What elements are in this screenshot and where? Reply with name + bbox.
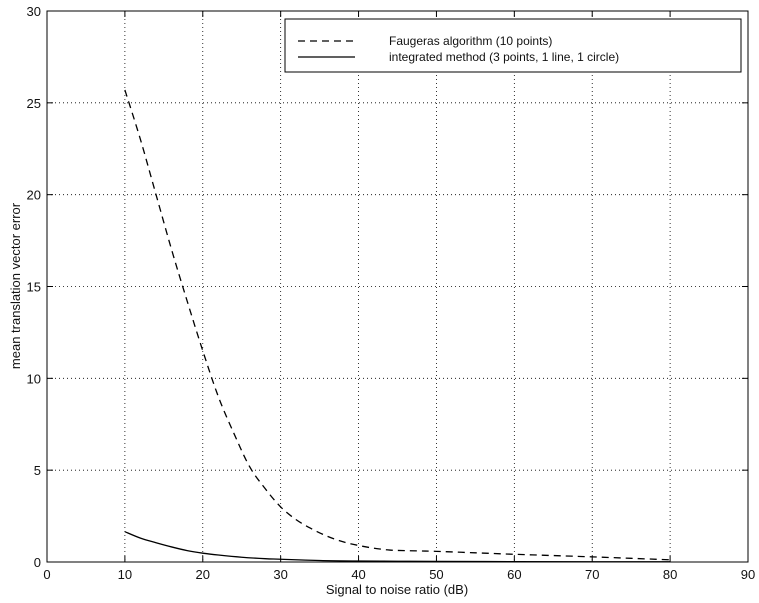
x-tick-label: 30 — [273, 567, 287, 582]
x-tick-label: 50 — [429, 567, 443, 582]
x-tick-label: 10 — [118, 567, 132, 582]
x-tick-label: 80 — [663, 567, 677, 582]
legend-label-faugeras: Faugeras algorithm (10 points) — [389, 34, 552, 48]
x-tick-label: 0 — [43, 567, 50, 582]
x-tick-label: 90 — [741, 567, 755, 582]
legend: Faugeras algorithm (10 points) integrate… — [284, 18, 742, 73]
y-axis-label: mean translation vector error — [8, 202, 23, 369]
y-tick-label: 30 — [27, 4, 41, 19]
legend-label-integrated: integrated method (3 points, 1 line, 1 c… — [389, 50, 619, 64]
x-axis-label: Signal to noise ratio (dB) — [326, 582, 468, 597]
x-tick-label: 40 — [351, 567, 365, 582]
x-tick-label: 70 — [585, 567, 599, 582]
y-tick-label: 10 — [27, 371, 41, 386]
x-tick-label: 60 — [507, 567, 521, 582]
y-tick-label: 0 — [34, 555, 41, 570]
axis-ticks: 0 10 20 30 40 50 60 70 80 90 0 5 10 15 20 25 30 — [27, 4, 756, 582]
legend-box — [284, 18, 742, 73]
plot-area — [47, 11, 748, 562]
y-tick-label: 20 — [27, 188, 41, 203]
x-tick-label: 20 — [196, 567, 210, 582]
y-tick-label: 5 — [34, 463, 41, 478]
y-tick-label: 25 — [27, 96, 41, 111]
grid-lines — [47, 11, 748, 562]
y-tick-label: 15 — [27, 280, 41, 295]
